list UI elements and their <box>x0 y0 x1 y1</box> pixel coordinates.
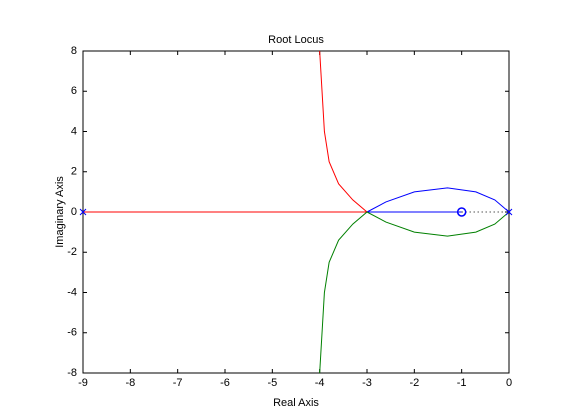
x-axis-label: Real Axis <box>273 397 319 409</box>
y-tick-label: -6 <box>67 327 77 339</box>
y-tick-label: 2 <box>71 166 77 178</box>
x-tick-label: -3 <box>362 377 372 389</box>
x-tick-label: -4 <box>315 377 325 389</box>
x-tick-label: -6 <box>220 377 230 389</box>
x-tick-label: -1 <box>457 377 467 389</box>
pole-marker <box>79 208 87 216</box>
locus-branch <box>366 187 510 213</box>
y-tick-label: -4 <box>67 286 77 298</box>
x-tick-label: 0 <box>506 377 512 389</box>
zero-marker <box>456 207 467 217</box>
locus-branch <box>319 211 510 374</box>
x-tick-label: -2 <box>409 377 419 389</box>
x-tick-label: -7 <box>173 377 183 389</box>
y-tick-label: 4 <box>71 125 77 137</box>
chart-title: Root Locus <box>268 34 324 46</box>
pole-marker <box>505 208 513 216</box>
x-tick-label: -5 <box>267 377 277 389</box>
x-tick-label: -9 <box>78 377 88 389</box>
locus-branch <box>83 50 369 213</box>
y-tick-label: -2 <box>67 246 77 258</box>
y-tick-label: 8 <box>71 45 77 57</box>
y-axis-label: Imaginary Axis <box>54 176 66 248</box>
x-tick-label: -8 <box>125 377 135 389</box>
y-tick-label: -8 <box>67 367 77 379</box>
y-tick-label: 6 <box>71 85 77 97</box>
y-tick-label: 0 <box>71 206 77 218</box>
